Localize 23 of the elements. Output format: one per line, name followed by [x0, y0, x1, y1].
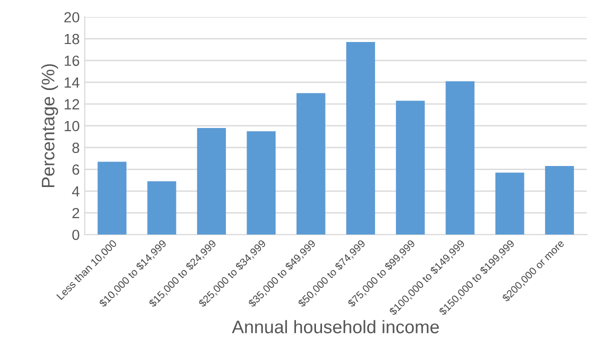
y-tick-label: 4 — [72, 186, 80, 196]
y-tick-label: 18 — [64, 34, 80, 44]
y-tick-label: 12 — [64, 99, 80, 110]
y-axis-title: Percentage (%) — [41, 64, 58, 188]
y-tick-label: 14 — [64, 78, 80, 88]
y-tick-label: 6 — [72, 164, 80, 175]
bar — [98, 162, 126, 235]
bar — [296, 93, 326, 235]
bar — [246, 131, 276, 235]
bar — [197, 128, 226, 235]
y-tick-label: 8 — [72, 142, 80, 153]
y-tick-label: 16 — [64, 56, 80, 66]
bar — [545, 166, 574, 235]
x-axis-title: Annual household income — [232, 320, 439, 334]
y-tick-label: 2 — [72, 208, 80, 218]
y-tick-label: 10 — [64, 120, 80, 132]
bar — [346, 42, 376, 235]
y-tick-label: 0 — [72, 230, 80, 240]
y-tick-label: 20 — [64, 12, 80, 22]
bar — [147, 181, 176, 235]
bar — [446, 81, 474, 235]
bar — [495, 172, 524, 235]
bar — [396, 100, 425, 235]
